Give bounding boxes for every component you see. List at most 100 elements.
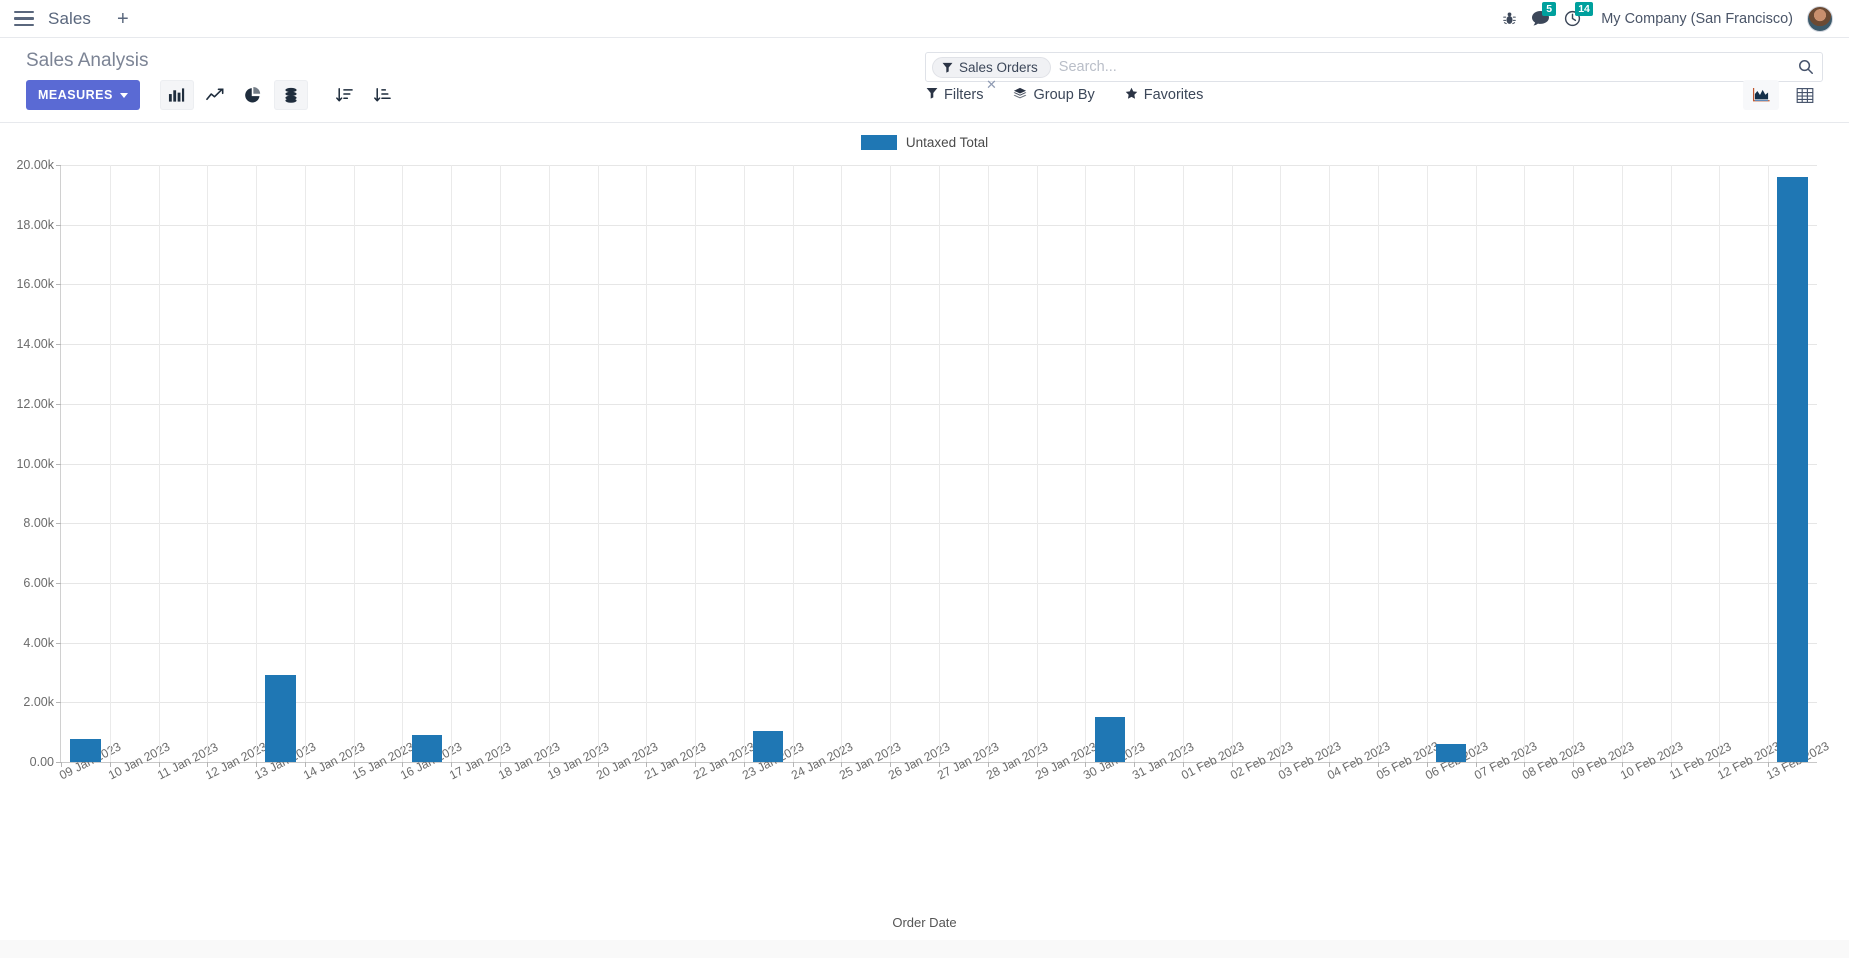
chart-bar[interactable] [70, 738, 101, 762]
filters-dropdown[interactable]: Filters [926, 87, 983, 103]
x-axis-title: Order Date [892, 915, 957, 930]
chart-gridline [158, 165, 160, 762]
graph-view: Untaxed Total 0.00 2.00k 4.00k 6.00k 8.00k 10… [0, 123, 1849, 940]
x-axis-tick-mark [1182, 762, 1184, 767]
chart-gridline [890, 165, 892, 762]
y-axis-tick-mark [56, 642, 61, 644]
layers-icon [1013, 87, 1027, 104]
chart-gridline [304, 165, 306, 762]
x-axis-tick-mark [353, 762, 355, 767]
search-input[interactable] [1058, 59, 1798, 75]
search-dropdown-group: Filters Group By Favorites [926, 87, 1203, 104]
app-name[interactable]: Sales [48, 8, 92, 28]
x-axis-tick-mark [1670, 762, 1672, 767]
clock-icon[interactable]: 14 [1564, 2, 1593, 27]
company-switcher[interactable]: My Company (San Francisco) [1601, 10, 1793, 27]
x-axis-tick-mark [1573, 762, 1575, 767]
measures-button[interactable]: MEASURES [26, 80, 140, 110]
group-by-label: Group By [1033, 87, 1095, 103]
x-axis-tick-mark [890, 762, 892, 767]
y-axis-tick-mark [56, 762, 61, 763]
x-axis-tick-mark [1329, 762, 1331, 767]
sort-group [324, 80, 400, 110]
search-facet-sales-orders[interactable]: Sales Orders ✕ [932, 56, 1051, 91]
line-chart-icon[interactable] [198, 80, 232, 110]
graph-view-icon[interactable] [1743, 80, 1779, 110]
avatar[interactable] [1807, 5, 1833, 32]
chart-bar[interactable] [1436, 744, 1467, 762]
stacked-icon[interactable] [273, 80, 308, 110]
x-axis-tick-mark [451, 762, 453, 767]
star-icon [1125, 87, 1138, 104]
chevron-down-icon [119, 92, 128, 98]
plus-icon[interactable]: + [117, 7, 129, 30]
messages-badge: 5 [1542, 2, 1557, 16]
x-axis-tick-mark [1231, 762, 1233, 767]
chart-gridline [939, 165, 940, 762]
close-icon[interactable]: ✕ [985, 76, 997, 92]
sort-descending-icon[interactable] [328, 80, 362, 110]
y-axis-tick-label: 14.00k [16, 337, 54, 352]
chart-gridline [256, 165, 258, 762]
pie-chart-icon[interactable] [236, 80, 270, 110]
group-by-dropdown[interactable]: Group By [1013, 87, 1095, 104]
search-bar[interactable]: Sales Orders ✕ [925, 52, 1823, 91]
chart-gridline [1085, 165, 1087, 762]
y-axis-tick-mark [56, 344, 61, 346]
chart-gridline [1670, 165, 1672, 762]
chart-gridline [841, 165, 843, 762]
x-axis-tick-mark [1085, 762, 1087, 767]
chart-gridline [1280, 165, 1282, 762]
pivot-view-icon[interactable] [1787, 80, 1823, 110]
x-axis-tick-mark [1475, 762, 1477, 767]
y-axis-tick-label: 6.00k [23, 575, 54, 590]
sort-ascending-icon[interactable] [366, 80, 400, 110]
bug-icon[interactable] [1502, 11, 1517, 26]
x-axis-tick-mark [158, 762, 160, 767]
chart-bar[interactable] [1094, 717, 1125, 762]
y-axis-tick-label: 20.00k [16, 158, 54, 172]
control-panel-top-row: Sales Analysis [26, 46, 1823, 72]
x-axis-tick-mark [109, 762, 111, 767]
filters-label: Filters [944, 87, 984, 103]
chart-bar[interactable] [753, 730, 784, 762]
x-axis-tick-mark [1768, 762, 1770, 767]
x-axis-tick-mark [792, 762, 794, 767]
activities-badge: 14 [1575, 2, 1593, 16]
chart-gridline [1524, 165, 1526, 762]
chart-gridline [1182, 165, 1184, 762]
y-axis-tick-mark [56, 702, 61, 704]
y-axis-tick-label: 0.00 [29, 755, 54, 769]
chart-gridline [402, 165, 404, 762]
x-axis-tick-mark [646, 762, 648, 767]
chart-gridline [1475, 165, 1477, 762]
x-axis-tick-mark [61, 762, 62, 767]
favorites-dropdown[interactable]: Favorites [1125, 87, 1203, 104]
chat-bubble-icon[interactable]: 5 [1531, 2, 1557, 27]
chart-gridline [500, 165, 501, 762]
y-axis-tick-mark [56, 224, 61, 226]
bar-chart-icon[interactable] [159, 80, 194, 110]
chart-gridline [548, 165, 550, 762]
x-axis-tick-mark [987, 762, 989, 767]
x-axis-tick-mark [1524, 762, 1526, 767]
y-axis-tick-label: 10.00k [16, 456, 54, 471]
chart-gridline [207, 165, 209, 762]
y-axis-tick-mark [56, 165, 61, 166]
x-axis-tick-mark [1426, 762, 1428, 767]
chart-plot-area[interactable]: 0.00 2.00k 4.00k 6.00k 8.00k 10.00k 12.00k 14.0… [16, 158, 1831, 782]
x-axis-tick-mark [548, 762, 550, 767]
chart-bar[interactable] [265, 675, 296, 762]
chart-bar[interactable] [411, 735, 442, 762]
menu-icon[interactable] [14, 10, 34, 27]
x-axis-tick-mark [402, 762, 404, 767]
search-icon[interactable] [1798, 59, 1814, 75]
y-axis-tick-label: 4.00k [23, 635, 54, 650]
x-axis-tick-mark [256, 762, 258, 767]
y-axis-tick-mark [56, 403, 61, 405]
y-axis-tick-label: 8.00k [23, 516, 54, 531]
navbar-right: 5 14 My Company (San Francisco) [1502, 2, 1839, 32]
x-axis-tick-mark [841, 762, 843, 767]
chart-gridline [743, 165, 745, 762]
chart-bar[interactable] [1777, 176, 1808, 762]
